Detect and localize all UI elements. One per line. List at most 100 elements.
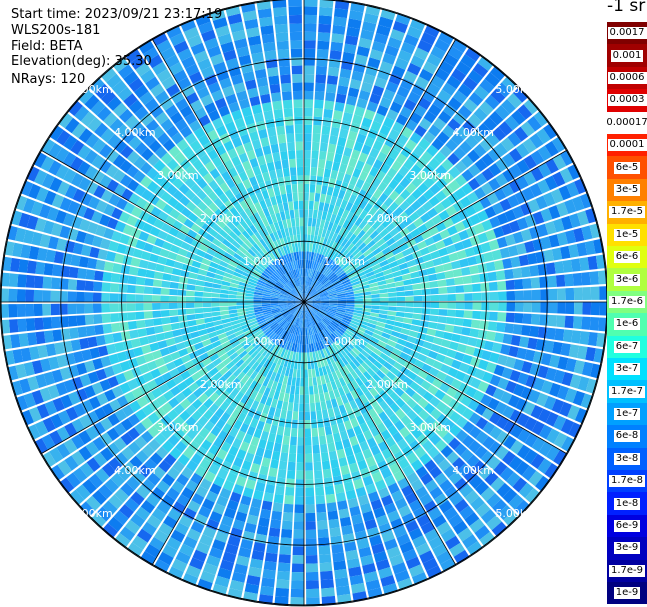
- ray-bin: [510, 424, 524, 439]
- ray-bin: [296, 286, 301, 295]
- ray-bin: [181, 55, 196, 69]
- ray-bin: [305, 554, 318, 564]
- ray-bin: [536, 223, 549, 237]
- ray-bin: [100, 417, 113, 431]
- ray-bin: [497, 505, 513, 521]
- ray-bin: [266, 379, 274, 389]
- ray-bin: [414, 256, 425, 265]
- ray-bin: [455, 61, 472, 76]
- ray-bin: [320, 375, 326, 385]
- ray-bin: [527, 337, 538, 350]
- ray-bin: [310, 307, 318, 314]
- ray-bin: [374, 271, 385, 278]
- ray-bin: [440, 339, 451, 348]
- ray-bin: [402, 346, 413, 355]
- ray-bin: [246, 514, 259, 526]
- ray-bin: [279, 293, 289, 297]
- ray-bin: [75, 204, 88, 218]
- ray-bin: [308, 209, 314, 218]
- ray-bin: [314, 253, 320, 262]
- ray-bin: [424, 528, 440, 542]
- ray-bin: [140, 147, 154, 161]
- ray-bin: [389, 227, 400, 237]
- ray-bin: [282, 99, 293, 109]
- ray-bin: [49, 447, 64, 463]
- ray-bin: [187, 34, 203, 48]
- ray-bin: [577, 210, 589, 226]
- ray-bin: [363, 298, 372, 302]
- ray-bin: [181, 145, 194, 158]
- ray-bin: [199, 478, 212, 491]
- ray-bin: [342, 317, 352, 323]
- ray-bin: [163, 265, 174, 274]
- ray-bin: [502, 258, 513, 269]
- ray-bin: [572, 272, 583, 286]
- ray-bin: [307, 286, 312, 295]
- ray-bin: [42, 303, 52, 316]
- ray-bin: [250, 436, 260, 447]
- ray-bin: [146, 360, 158, 371]
- ray-bin: [157, 132, 170, 146]
- ray-bin: [215, 418, 226, 430]
- ray-bin: [214, 575, 230, 588]
- ray-bin: [248, 278, 258, 284]
- ray-bin: [337, 500, 348, 511]
- ray-bin: [80, 111, 96, 127]
- ray-bin: [233, 271, 243, 278]
- ray-bin: [162, 273, 172, 281]
- ray-bin: [328, 204, 335, 214]
- ray-bin: [56, 354, 68, 368]
- ray-bin: [285, 245, 291, 254]
- ray-bin: [245, 307, 254, 312]
- ray-bin: [334, 568, 348, 579]
- ray-bin: [524, 432, 539, 448]
- ray-bin: [432, 360, 443, 371]
- ray-bin: [402, 548, 418, 562]
- ray-bin: [428, 157, 441, 170]
- ray-bin: [192, 549, 208, 563]
- ray-bin: [362, 332, 372, 340]
- ray-bin: [230, 527, 243, 539]
- ray-bin: [272, 416, 280, 426]
- ray-bin: [91, 235, 103, 248]
- ray-bin: [34, 438, 49, 454]
- ray-bin: [508, 148, 523, 163]
- ray-bin: [135, 311, 145, 320]
- ray-bin: [367, 128, 379, 140]
- ray-bin: [311, 158, 318, 168]
- ray-bin: [334, 101, 345, 112]
- ray-bin: [171, 267, 182, 276]
- ray-bin: [288, 271, 294, 280]
- ray-bin: [99, 432, 113, 446]
- ray-bin: [249, 275, 259, 282]
- ray-bin: [244, 356, 254, 365]
- ray-bin: [567, 404, 580, 421]
- ray-bin: [294, 394, 300, 404]
- ray-bin: [347, 130, 358, 141]
- ray-bin: [360, 29, 375, 41]
- ray-bin: [367, 322, 377, 329]
- ray-bin: [182, 572, 199, 586]
- ray-bin: [296, 158, 304, 168]
- ray-bin: [496, 82, 512, 98]
- ray-bin: [378, 487, 390, 499]
- ray-bin: [376, 369, 386, 380]
- ray-bin: [254, 231, 263, 241]
- ray-bin: [369, 230, 379, 240]
- ray-bin: [318, 309, 327, 315]
- ray-bin: [457, 83, 473, 98]
- ray-bin: [543, 192, 556, 207]
- ray-bin: [181, 207, 192, 218]
- ray-bin: [72, 242, 84, 255]
- ray-bin: [297, 286, 301, 295]
- ray-bin: [496, 322, 506, 333]
- ray-bin: [474, 368, 486, 380]
- ray-bin: [372, 347, 382, 357]
- ray-bin: [463, 98, 478, 113]
- ray-bin: [498, 121, 513, 136]
- ray-bin: [440, 557, 456, 572]
- ray-bin: [112, 57, 129, 73]
- ray-bin: [101, 462, 116, 478]
- ray-bin: [208, 202, 219, 213]
- ray-bin: [536, 128, 551, 144]
